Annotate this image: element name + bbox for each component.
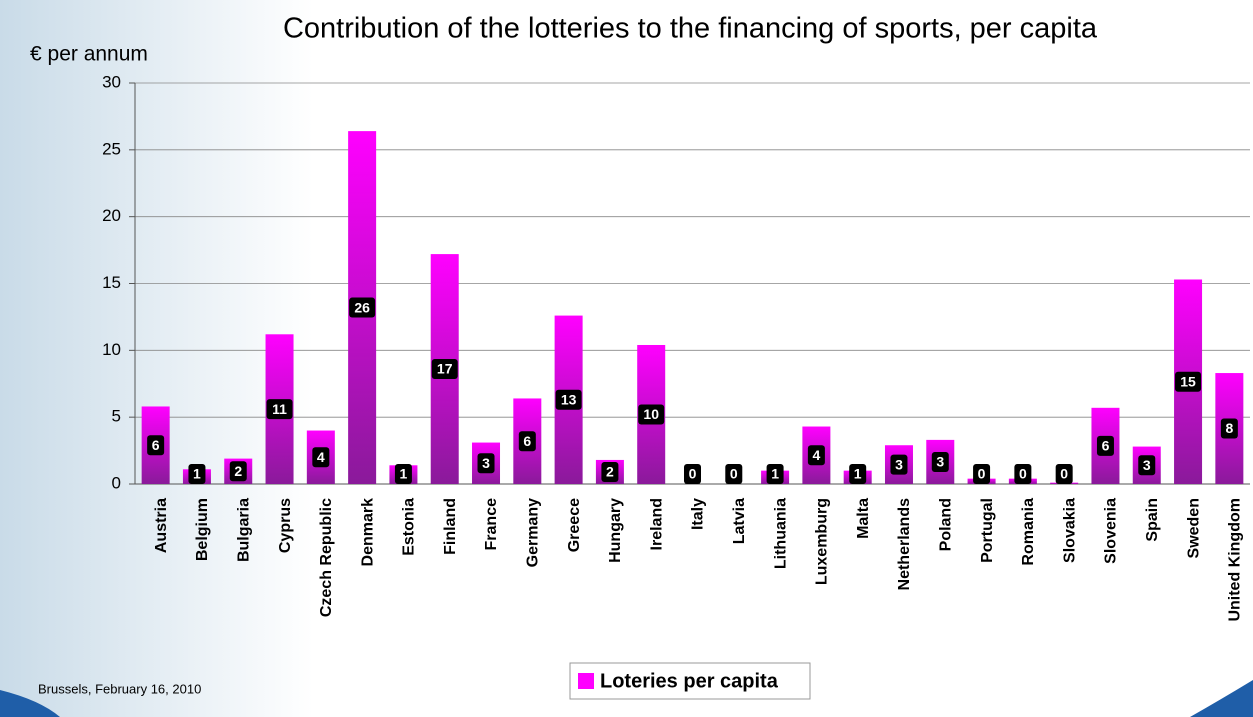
data-label-box	[931, 451, 949, 472]
chart-title: Contribution of the lotteries to the fin…	[283, 13, 1098, 45]
y-tick-label: 10	[102, 340, 121, 359]
x-tick-label: Spain	[1144, 498, 1161, 542]
data-label: 10	[643, 406, 659, 422]
data-label-box	[807, 445, 825, 466]
y-tick-label: 15	[102, 273, 121, 292]
data-label-box	[477, 453, 495, 474]
corner-decor	[1190, 680, 1253, 717]
x-tick-label: Slovakia	[1061, 498, 1078, 563]
x-tick-label: Cyprus	[277, 498, 294, 553]
data-label: 3	[895, 456, 903, 472]
x-tick-label: Romania	[1020, 498, 1037, 566]
data-label-box	[725, 464, 743, 484]
data-label-box	[229, 461, 247, 482]
x-tick-label: Denmark	[359, 498, 376, 567]
y-tick-label: 30	[102, 72, 121, 91]
data-label-box	[1175, 371, 1202, 392]
data-label: 1	[193, 466, 201, 482]
x-tick-label: Greece	[566, 498, 583, 552]
x-tick-label: Belgium	[194, 498, 211, 561]
data-label-box	[349, 297, 376, 318]
data-label: 0	[1060, 466, 1068, 482]
x-tick-label: Luxemburg	[814, 498, 831, 585]
data-label-box	[188, 464, 206, 484]
data-label-box	[601, 461, 619, 482]
x-tick-label: Finland	[442, 498, 459, 555]
x-tick-label: Portugal	[979, 498, 996, 563]
data-label-box	[394, 464, 412, 484]
legend-box	[569, 662, 811, 700]
data-label-box	[1220, 418, 1238, 439]
data-label: 0	[978, 466, 986, 482]
data-label-box	[312, 447, 330, 468]
data-label-box	[849, 464, 867, 484]
data-label: 1	[771, 466, 779, 482]
data-label: 6	[523, 433, 531, 449]
footer: Brussels, February 16, 2010	[38, 681, 201, 696]
data-label-box	[973, 464, 991, 484]
data-label-box	[1014, 464, 1032, 484]
data-label: 0	[689, 466, 697, 482]
x-tick-label: Czech Republic	[318, 498, 335, 617]
data-label-box	[638, 404, 665, 425]
data-label: 2	[606, 464, 614, 480]
data-label-box	[555, 389, 582, 410]
x-tick-label: Estonia	[401, 498, 418, 556]
y-tick-label: 0	[112, 473, 121, 492]
data-label-box	[766, 464, 784, 484]
data-label: 0	[1019, 466, 1027, 482]
x-tick-label: Bulgaria	[235, 498, 252, 562]
data-label-box	[1096, 435, 1114, 456]
corner-decor	[0, 690, 60, 717]
y-tick-label: 20	[102, 206, 121, 225]
data-label: 6	[1102, 438, 1110, 454]
legend-label: Loteries per capita	[600, 670, 779, 692]
data-label-box	[518, 431, 536, 452]
data-label: 4	[317, 449, 325, 465]
x-tick-label: Hungary	[607, 498, 624, 563]
data-label-box	[147, 435, 165, 456]
x-tick-label: Ireland	[648, 498, 665, 550]
x-tick-label: France	[483, 498, 500, 551]
x-tick-label: Malta	[855, 498, 872, 539]
data-label: 3	[936, 454, 944, 470]
data-label-box	[266, 399, 293, 420]
data-label: 1	[400, 466, 408, 482]
data-label: 13	[561, 391, 577, 407]
data-label-box	[431, 359, 458, 380]
data-label: 15	[1180, 373, 1196, 389]
x-tick-label: Lithuania	[772, 498, 789, 569]
y-axis-label: € per annum	[30, 43, 148, 66]
x-tick-label: Germany	[525, 498, 542, 567]
data-label-box	[1138, 455, 1156, 476]
x-tick-label: Poland	[937, 498, 954, 551]
data-label: 4	[812, 447, 820, 463]
y-tick-label: 5	[112, 407, 121, 426]
data-label: 6	[152, 437, 160, 453]
x-tick-label: Netherlands	[896, 498, 913, 591]
data-label-box	[684, 464, 701, 484]
x-tick-label: United Kingdom	[1227, 498, 1244, 622]
data-label: 2	[234, 463, 242, 479]
x-tick-label: Slovenia	[1103, 498, 1120, 564]
data-label: 0	[730, 466, 738, 482]
x-tick-label: Austria	[153, 498, 170, 553]
y-tick-label: 25	[102, 139, 121, 158]
x-tick-label: Sweden	[1185, 498, 1202, 558]
x-tick-label: Latvia	[731, 498, 748, 544]
data-label: 1	[854, 466, 862, 482]
data-label: 3	[482, 455, 490, 471]
x-tick-label: Italy	[690, 498, 707, 530]
data-label: 26	[354, 299, 370, 315]
data-label-box	[1055, 464, 1073, 484]
legend-swatch	[578, 673, 594, 689]
data-label-box	[890, 454, 908, 475]
data-label: 11	[272, 401, 287, 417]
data-label: 3	[1143, 457, 1151, 473]
data-label: 8	[1225, 420, 1233, 436]
data-label: 17	[437, 361, 453, 377]
